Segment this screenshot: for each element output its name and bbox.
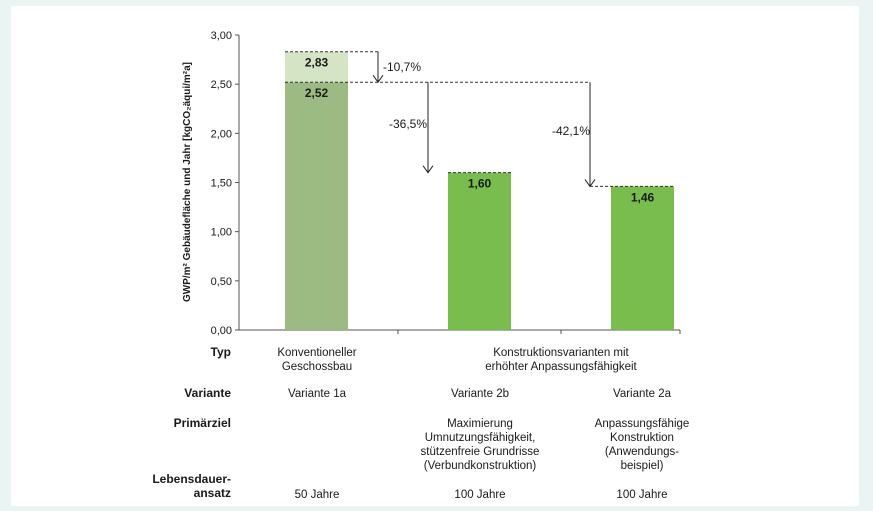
reduction-label: -42,1% bbox=[552, 124, 590, 138]
data-table: Typ Konventioneller Geschossbau Konstruktio… bbox=[152, 345, 689, 501]
data-label: 2,52 bbox=[305, 86, 329, 100]
data-label: 1,46 bbox=[631, 190, 655, 204]
row-header: Primärziel bbox=[174, 416, 231, 430]
arrow-2-head bbox=[422, 165, 434, 174]
bars: 2,83 2,52 1,60 1,46 bbox=[285, 51, 674, 330]
figure-panel bbox=[11, 6, 859, 506]
table-cell: Konventioneller Geschossbau bbox=[277, 347, 356, 373]
table-cell: 100 Jahre bbox=[454, 489, 505, 501]
bar-3 bbox=[611, 186, 674, 330]
data-label-top: 2,83 bbox=[305, 56, 329, 70]
row-header: Variante bbox=[184, 386, 231, 400]
table-cell: Konstruktionsvarianten mit erhöhter Anpas… bbox=[485, 347, 637, 373]
data-label: 1,60 bbox=[468, 177, 492, 191]
y-tick-label: 0,50 bbox=[211, 276, 232, 288]
bar-1 bbox=[285, 82, 348, 330]
table-cell: Variante 2a bbox=[613, 388, 672, 400]
row-header: Lebensdauer-ansatz bbox=[152, 472, 231, 500]
reduction-label: -36,5% bbox=[389, 117, 427, 131]
y-axis-label: GWP/m² Gebäudefläche und Jahr [kgCO₂äqui… bbox=[182, 62, 193, 302]
table-cell: Anpassungsfähige Konstruktion (Anwendungs-… bbox=[595, 418, 690, 472]
axes: 0,00 0,50 1,00 1,50 2,00 2,50 3,00 bbox=[211, 30, 681, 337]
reduction-label: -10,7% bbox=[383, 60, 421, 74]
arrow-1-head bbox=[372, 74, 384, 84]
table-cell: Maximierung Umnutzungsfähigkeit, stützenfr… bbox=[421, 418, 540, 472]
y-tick-label: 0,00 bbox=[211, 325, 232, 337]
table-cell: Variante 1a bbox=[288, 388, 347, 400]
reduction-arrows: -10,7% -36,5% -42,1% bbox=[285, 51, 674, 188]
bar-2 bbox=[448, 172, 511, 330]
table-cell: 100 Jahre bbox=[616, 489, 667, 501]
y-tick-label: 2,50 bbox=[211, 79, 232, 91]
row-header: Typ bbox=[211, 345, 231, 359]
y-tick-label: 1,00 bbox=[211, 227, 232, 239]
arrow-3-head bbox=[584, 179, 596, 188]
table-cell: 50 Jahre bbox=[295, 489, 340, 501]
y-tick-label: 1,50 bbox=[211, 178, 232, 190]
y-tick-label: 3,00 bbox=[211, 30, 232, 42]
y-tick-label: 2,00 bbox=[211, 128, 232, 140]
bar-1-top-segment bbox=[285, 51, 348, 83]
table-cell: Variante 2b bbox=[451, 388, 509, 400]
